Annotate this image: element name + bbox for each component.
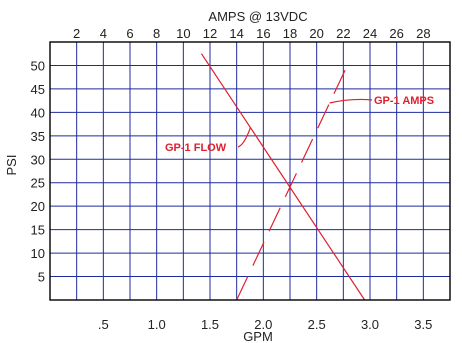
top-tick-label: 22	[336, 26, 350, 41]
top-tick-label: 24	[363, 26, 377, 41]
bottom-tick-label: 3.5	[414, 317, 432, 332]
top-axis-title: AMPS @ 13VDC	[208, 9, 307, 24]
bottom-tick-label: 1.5	[201, 317, 219, 332]
y-tick-label: 15	[31, 223, 45, 238]
top-tick-label: 18	[283, 26, 297, 41]
y-tick-label: 45	[31, 82, 45, 97]
annotation-leader	[329, 98, 373, 104]
top-tick-label: 26	[389, 26, 403, 41]
y-tick-label: 5	[38, 270, 45, 285]
bottom-tick-label: .5	[98, 317, 109, 332]
top-tick-label: 20	[309, 26, 323, 41]
y-tick-label: 25	[31, 176, 45, 191]
top-tick-label: 10	[176, 26, 190, 41]
bottom-tick-label: 2.0	[254, 317, 272, 332]
top-tick-label: 28	[416, 26, 430, 41]
y-tick-label: 40	[31, 105, 45, 120]
series-line-gp-1-flow	[200, 53, 366, 301]
bottom-tick-label: 1.0	[148, 317, 166, 332]
top-tick-label: 12	[203, 26, 217, 41]
y-axis-title: PSI	[4, 155, 19, 176]
bottom-tick-label: 2.5	[308, 317, 326, 332]
annotation-leader	[237, 127, 251, 148]
top-tick-label: 14	[229, 26, 243, 41]
y-tick-label: 10	[31, 246, 45, 261]
plot-frame	[49, 41, 451, 301]
annotation-label: GP-1 AMPS	[374, 95, 434, 107]
y-tick-label: 20	[31, 199, 45, 214]
top-tick-label: 8	[153, 26, 160, 41]
top-tick-label: 6	[126, 26, 133, 41]
top-tick-label: 2	[73, 26, 80, 41]
y-tick-label: 35	[31, 129, 45, 144]
top-tick-label: 16	[256, 26, 270, 41]
top-tick-label: 4	[100, 26, 107, 41]
y-tick-label: 30	[31, 152, 45, 167]
annotation-label: GP-1 FLOW	[165, 142, 227, 154]
bottom-tick-label: 3.0	[361, 317, 379, 332]
y-tick-label: 50	[31, 58, 45, 73]
x-axis-title: GPM	[243, 329, 273, 343]
series-line-gp-1-amps	[236, 65, 348, 301]
